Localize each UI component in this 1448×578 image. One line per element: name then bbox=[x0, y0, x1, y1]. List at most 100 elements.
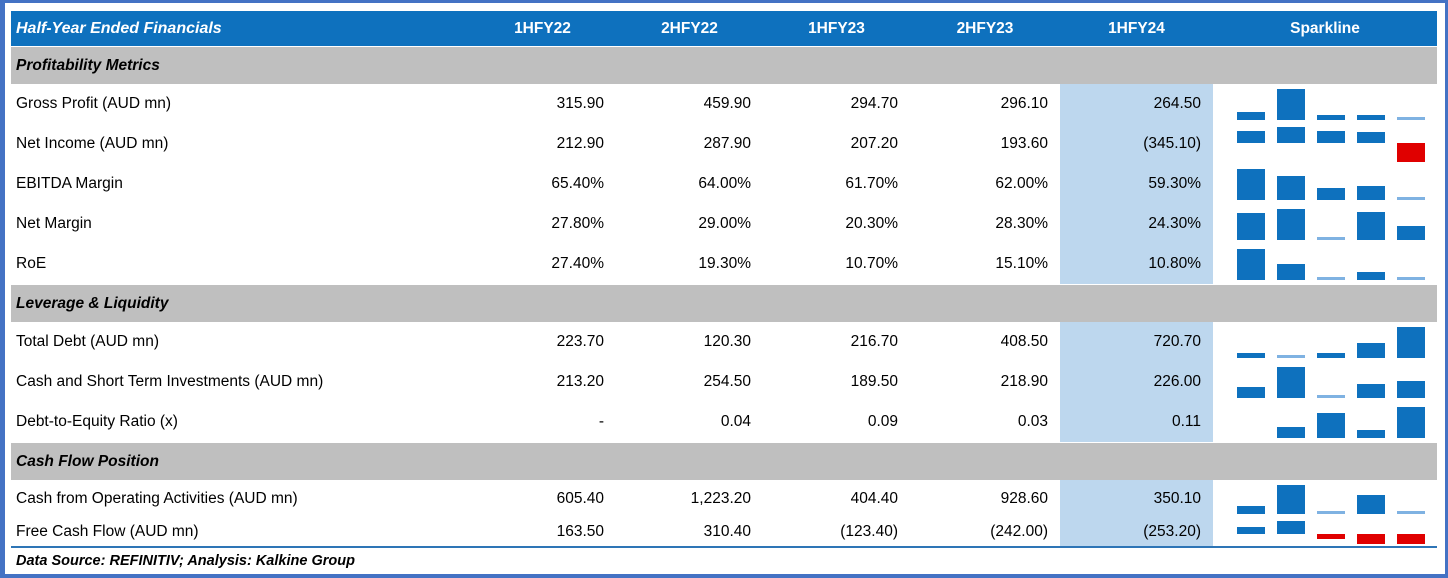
cell-2hfy23: 28.30% bbox=[995, 215, 1048, 232]
table-row: Cash and Short Term Investments (AUD mn)… bbox=[11, 362, 1437, 402]
sparkline-bar bbox=[1397, 380, 1425, 398]
cell-2hfy23: (242.00) bbox=[990, 523, 1048, 540]
row-label: Net Margin bbox=[16, 215, 92, 232]
cell-2hfy23: 62.00% bbox=[995, 175, 1048, 192]
sparkline-cell bbox=[1213, 402, 1437, 442]
sparkline-cell bbox=[1213, 362, 1437, 402]
table-row: Total Debt (AUD mn) 223.70 120.30 216.70 408… bbox=[11, 322, 1437, 362]
cell-1hfy23: 216.70 bbox=[850, 333, 898, 350]
sparkline-bar bbox=[1237, 505, 1265, 514]
sparkline-cell bbox=[1213, 322, 1437, 362]
cell-2hfy22: 64.00% bbox=[698, 175, 751, 192]
cell-1hfy22: 212.90 bbox=[556, 135, 604, 152]
cell-1hfy22: 27.40% bbox=[551, 255, 604, 272]
cell-2hfy23: 218.90 bbox=[1000, 373, 1048, 390]
sparkline-bar bbox=[1277, 209, 1305, 240]
sparkline-bar bbox=[1357, 494, 1385, 514]
sparkline-bar bbox=[1397, 407, 1425, 438]
table-title: Half-Year Ended Financials bbox=[16, 19, 222, 37]
sparkline-bar bbox=[1277, 355, 1305, 358]
sparkline-bar bbox=[1277, 127, 1305, 143]
sparkline-bar bbox=[1317, 395, 1345, 398]
cell-1hfy23: 61.70% bbox=[845, 175, 898, 192]
cell-2hfy22: 287.90 bbox=[703, 135, 751, 152]
cell-2hfy23: 408.50 bbox=[1000, 333, 1048, 350]
table-row: Net Margin 27.80% 29.00% 20.30% 28.30% 24.30% bbox=[11, 204, 1437, 244]
sparkline-bar bbox=[1397, 225, 1425, 240]
cell-2hfy22: 0.04 bbox=[720, 413, 751, 430]
cell-1hfy23: 207.20 bbox=[850, 135, 898, 152]
sparkline-bar bbox=[1357, 115, 1385, 120]
sparkline-bar bbox=[1277, 176, 1305, 200]
sparkline-bar bbox=[1317, 412, 1345, 438]
cell-1hfy23: 189.50 bbox=[850, 373, 898, 390]
sparkline-bar bbox=[1317, 277, 1345, 280]
sparkline-cell bbox=[1213, 480, 1437, 518]
cell-1hfy23: 0.09 bbox=[867, 413, 898, 430]
cell-2hfy22: 254.50 bbox=[703, 373, 751, 390]
cell-1hfy22: 605.40 bbox=[556, 490, 604, 507]
sparkline-cell bbox=[1213, 124, 1437, 164]
row-label: EBITDA Margin bbox=[16, 175, 123, 192]
sparkline-bar bbox=[1397, 142, 1425, 162]
row-label: Debt-to-Equity Ratio (x) bbox=[16, 413, 178, 430]
sparkline-bar bbox=[1357, 383, 1385, 398]
row-label: Net Income (AUD mn) bbox=[16, 135, 169, 152]
sparkline-bar bbox=[1357, 429, 1385, 438]
cell-2hfy23: 0.03 bbox=[1017, 413, 1048, 430]
col-header-1hfy22: 1HFY22 bbox=[514, 19, 571, 37]
sparkline-bar bbox=[1397, 533, 1425, 544]
cell-1hfy24: 24.30% bbox=[1060, 204, 1213, 244]
cell-1hfy22: 223.70 bbox=[556, 333, 604, 350]
row-label: Gross Profit (AUD mn) bbox=[16, 95, 172, 112]
sparkline-bar bbox=[1317, 353, 1345, 358]
col-header-1hfy24: 1HFY24 bbox=[1108, 19, 1165, 37]
table-row: Net Income (AUD mn) 212.90 287.90 207.20 193… bbox=[11, 124, 1437, 164]
cell-1hfy22: 65.40% bbox=[551, 175, 604, 192]
row-label: Cash and Short Term Investments (AUD mn) bbox=[16, 373, 324, 390]
section-header-profitability-metrics: Profitability Metrics bbox=[11, 46, 1437, 84]
cell-1hfy23: (123.40) bbox=[840, 523, 898, 540]
cell-1hfy24: (345.10) bbox=[1060, 124, 1213, 164]
table-row: Cash from Operating Activities (AUD mn) 6… bbox=[11, 480, 1437, 518]
sparkline-bar bbox=[1397, 117, 1425, 120]
cell-1hfy24: (253.20) bbox=[1060, 518, 1213, 546]
cell-1hfy23: 20.30% bbox=[845, 215, 898, 232]
sparkline-bar bbox=[1357, 533, 1385, 544]
sparkline-bar bbox=[1317, 511, 1345, 514]
cell-1hfy24: 10.80% bbox=[1060, 244, 1213, 284]
cell-2hfy22: 19.30% bbox=[698, 255, 751, 272]
table-row: EBITDA Margin 65.40% 64.00% 61.70% 62.00% 59.… bbox=[11, 164, 1437, 204]
sparkline-cell bbox=[1213, 204, 1437, 244]
col-header-2hfy23: 2HFY23 bbox=[956, 19, 1014, 37]
cell-1hfy22: 163.50 bbox=[556, 523, 604, 540]
table-header-row: Half-Year Ended Financials 1HFY22 2HFY22 1… bbox=[11, 11, 1437, 46]
row-label: RoE bbox=[16, 255, 47, 272]
sparkline-bar bbox=[1357, 211, 1385, 240]
cell-2hfy23: 15.10% bbox=[995, 255, 1048, 272]
sparkline-bar bbox=[1317, 131, 1345, 143]
sparkline-bar bbox=[1237, 213, 1265, 240]
table-row: RoE 27.40% 19.30% 10.70% 15.10% 10.80% bbox=[11, 244, 1437, 284]
sparkline-bar bbox=[1317, 533, 1345, 539]
cell-2hfy22: 310.40 bbox=[703, 523, 751, 540]
sparkline-bar bbox=[1237, 169, 1265, 200]
row-label: Total Debt (AUD mn) bbox=[16, 333, 159, 350]
sparkline-bar bbox=[1397, 197, 1425, 200]
cell-1hfy24: 350.10 bbox=[1060, 480, 1213, 518]
sparkline-bar bbox=[1277, 426, 1305, 438]
cell-1hfy22: - bbox=[598, 413, 604, 430]
sparkline-bar bbox=[1357, 132, 1385, 143]
sparkline-bar bbox=[1357, 271, 1385, 280]
cell-1hfy23: 10.70% bbox=[845, 255, 898, 272]
sparkline-cell bbox=[1213, 84, 1437, 124]
sparkline-bar bbox=[1277, 485, 1305, 514]
cell-1hfy24: 0.11 bbox=[1060, 402, 1213, 442]
cell-1hfy24: 226.00 bbox=[1060, 362, 1213, 402]
cell-1hfy22: 27.80% bbox=[551, 215, 604, 232]
sparkline-bar bbox=[1277, 89, 1305, 120]
sparkline-bar bbox=[1357, 186, 1385, 200]
section-header-cash-flow-position: Cash Flow Position bbox=[11, 442, 1437, 480]
cell-1hfy23: 404.40 bbox=[850, 490, 898, 507]
cell-2hfy23: 193.60 bbox=[1000, 135, 1048, 152]
